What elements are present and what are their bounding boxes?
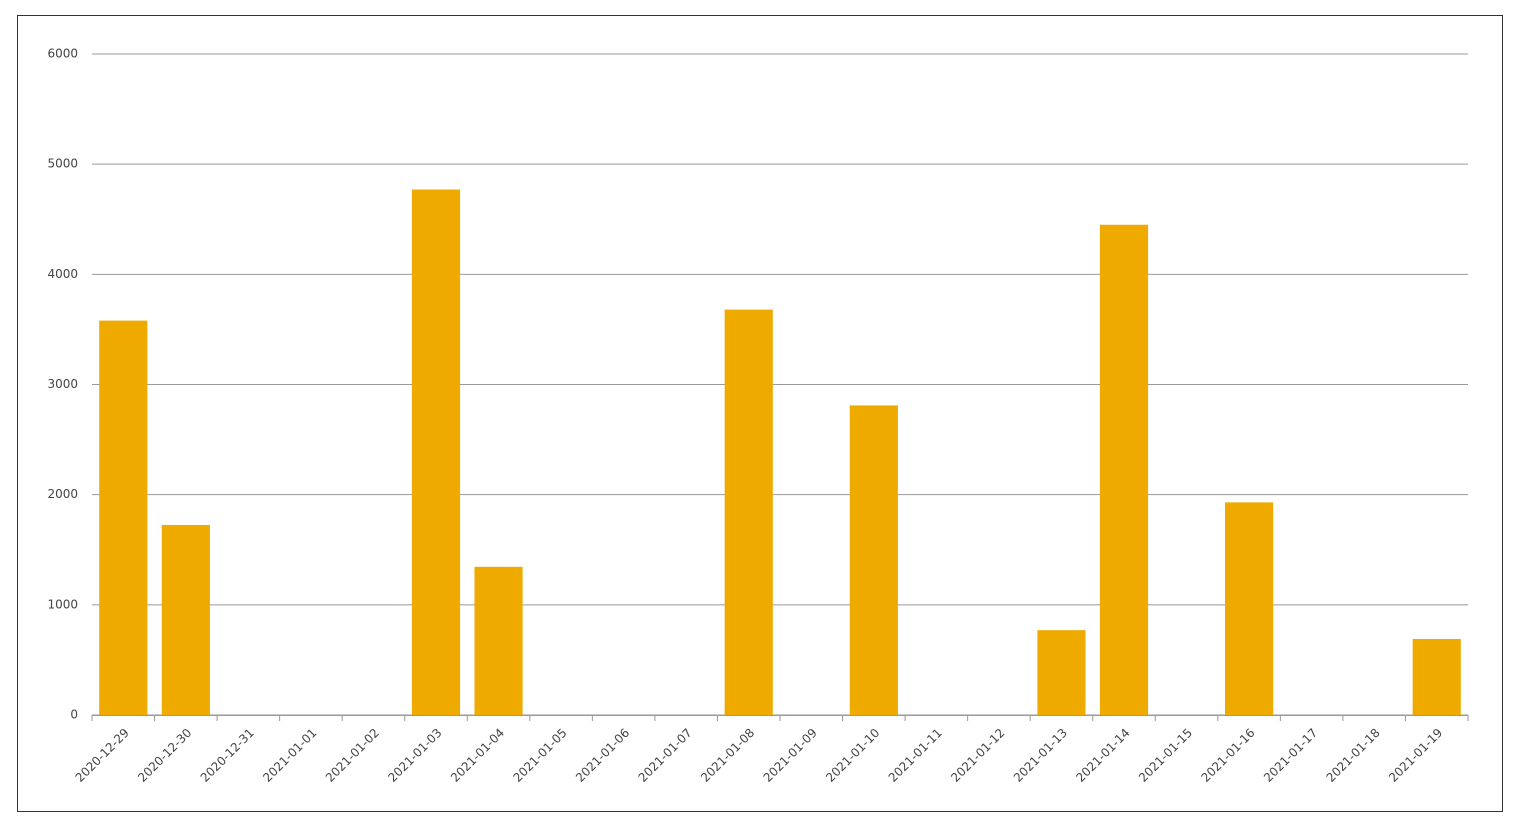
bar xyxy=(724,309,773,715)
y-tick-label: 6000 xyxy=(47,47,78,61)
bar xyxy=(411,189,461,715)
bar xyxy=(1037,630,1086,715)
bar xyxy=(1412,638,1461,715)
y-tick-label: 5000 xyxy=(47,157,78,171)
bar xyxy=(161,524,210,715)
bar xyxy=(99,320,148,715)
y-tick-label: 1000 xyxy=(47,597,78,611)
y-tick-label: 3000 xyxy=(47,377,78,391)
bar xyxy=(849,405,898,715)
y-tick-label: 0 xyxy=(70,708,78,722)
y-tick-label: 4000 xyxy=(47,267,78,281)
bar xyxy=(474,566,523,715)
y-tick-label: 2000 xyxy=(47,487,78,501)
bar xyxy=(1099,224,1149,715)
bar xyxy=(1225,502,1274,715)
